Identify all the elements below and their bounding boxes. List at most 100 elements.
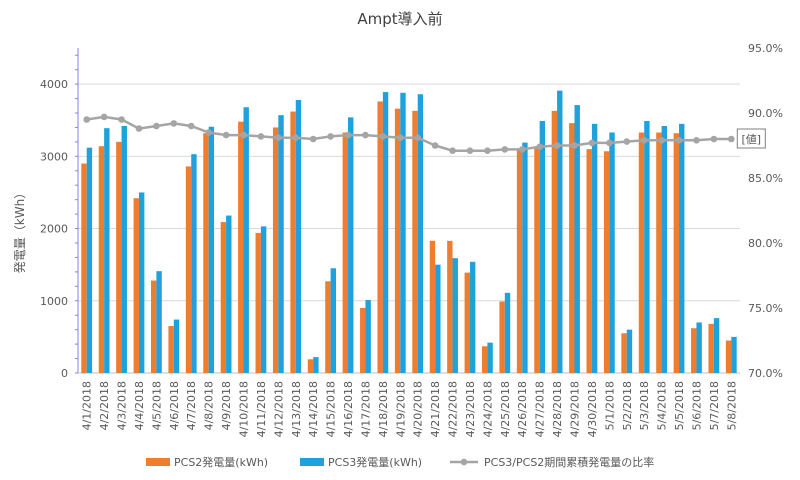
bar-pcs2 <box>325 281 331 373</box>
ratio-point <box>118 116 125 123</box>
bar-pcs3 <box>260 226 267 373</box>
y-tick-label: 3000 <box>40 150 68 163</box>
y2-tick-label: 75.0% <box>748 302 783 315</box>
bar-pcs3 <box>435 264 441 373</box>
x-tick-label: 4/28/2018 <box>551 381 564 437</box>
ratio-point <box>379 133 387 140</box>
x-tick-label: 5/5/2018 <box>673 381 686 430</box>
bar-pcs3 <box>557 90 563 373</box>
bar-pcs2 <box>725 340 732 373</box>
bar-pcs2 <box>656 132 662 373</box>
bar-pcs3 <box>121 126 127 373</box>
ratio-point <box>675 137 683 144</box>
y-axis-ticks: 0 1000 2000 3000 4000 <box>40 78 68 380</box>
y2-tick-label: 80.0% <box>748 237 783 250</box>
ratio-point <box>710 135 718 143</box>
bar-pcs2 <box>586 149 592 373</box>
x-tick-label: 4/13/2018 <box>290 381 303 437</box>
y2-tick-label: 90.0% <box>748 107 783 120</box>
bar-pcs3 <box>226 215 232 373</box>
ratio-point <box>100 113 108 121</box>
ratio-point <box>396 134 404 141</box>
bar-pcs3 <box>539 120 546 373</box>
bar-pcs3 <box>626 329 633 373</box>
bar-pcs3 <box>295 100 302 373</box>
ratio-point <box>327 133 334 140</box>
bar-pcs2 <box>691 328 697 373</box>
bar-pcs3 <box>574 105 580 374</box>
bar-pcs2 <box>98 146 105 373</box>
bar-pcs3 <box>469 261 476 373</box>
bar-pcs2 <box>638 132 645 373</box>
bar-pcs3 <box>156 271 162 373</box>
y-tick-label: 2000 <box>40 223 68 236</box>
bar-pcs3 <box>679 123 685 373</box>
ratio-point <box>606 139 613 147</box>
bar-pcs2 <box>203 133 209 373</box>
ratio-point <box>257 133 265 140</box>
x-tick-label: 4/26/2018 <box>516 381 529 437</box>
x-tick-label: 4/12/2018 <box>272 381 285 437</box>
x-tick-label: 4/24/2018 <box>481 381 494 437</box>
bar-pcs2 <box>708 323 714 373</box>
bar-pcs2 <box>307 359 314 373</box>
y2-tick-label: 70.0% <box>748 367 783 380</box>
ratio-point <box>640 137 648 144</box>
bar-pcs3 <box>382 92 389 374</box>
bar-pcs3 <box>104 128 110 373</box>
x-tick-label: 4/19/2018 <box>394 381 407 437</box>
legend-label: PCS3/PCS2期間累積発電量の比率 <box>484 455 654 469</box>
ratio-point <box>553 142 561 149</box>
ratio-point <box>153 122 160 130</box>
bar-pcs2 <box>429 240 436 373</box>
bar-pcs3 <box>400 92 406 374</box>
y-axis-label: 発電量（kWh） <box>13 187 27 273</box>
legend-swatch-marker <box>460 458 468 466</box>
bar-pcs2 <box>185 166 192 373</box>
x-tick-label: 4/15/2018 <box>325 381 338 437</box>
x-tick-label: 5/6/2018 <box>690 381 703 430</box>
x-tick-label: 4/30/2018 <box>586 381 599 437</box>
bar-pcs3 <box>278 115 284 374</box>
bar-pcs3 <box>86 147 93 373</box>
ratio-point <box>518 146 526 153</box>
ratio-point <box>205 129 212 136</box>
ratio-point <box>571 142 578 149</box>
x-tick-label: 5/1/2018 <box>603 381 616 430</box>
x-tick-label: 4/29/2018 <box>569 381 582 437</box>
ratio-point <box>501 146 509 153</box>
x-tick-label: 4/27/2018 <box>534 381 547 437</box>
chart-title: Ampt導入前 <box>357 10 442 28</box>
bars-group <box>81 90 737 374</box>
x-tick-label: 4/9/2018 <box>220 381 233 430</box>
ratio-point <box>309 135 317 143</box>
bar-pcs2 <box>290 111 296 374</box>
x-tick-label: 4/10/2018 <box>238 381 251 437</box>
y2-tick-label: 95.0% <box>748 42 783 55</box>
bar-pcs2 <box>238 121 244 374</box>
annotation-label: [値] <box>741 133 761 146</box>
ratio-line <box>86 115 732 152</box>
bar-pcs3 <box>504 292 511 373</box>
y-tick-label: 4000 <box>40 78 68 91</box>
x-tick-label: 4/8/2018 <box>203 381 216 430</box>
bar-pcs3 <box>661 126 668 373</box>
bar-pcs2 <box>116 141 122 373</box>
bar-pcs2 <box>673 133 680 373</box>
ratio-point <box>484 147 491 154</box>
bar-pcs3 <box>173 319 180 373</box>
x-tick-label: 4/21/2018 <box>429 381 442 437</box>
bar-pcs3 <box>609 132 615 373</box>
ratio-point <box>466 147 474 154</box>
x-tick-label: 4/7/2018 <box>185 381 198 430</box>
bar-pcs3 <box>713 318 720 373</box>
bar-pcs2 <box>412 110 418 373</box>
y2-tick-label: 85.0% <box>748 172 783 185</box>
bar-pcs3 <box>487 342 493 373</box>
bar-pcs2 <box>342 132 349 373</box>
bar-pcs2 <box>603 151 610 373</box>
x-tick-label: 4/3/2018 <box>116 381 129 430</box>
bar-pcs2 <box>360 308 366 373</box>
